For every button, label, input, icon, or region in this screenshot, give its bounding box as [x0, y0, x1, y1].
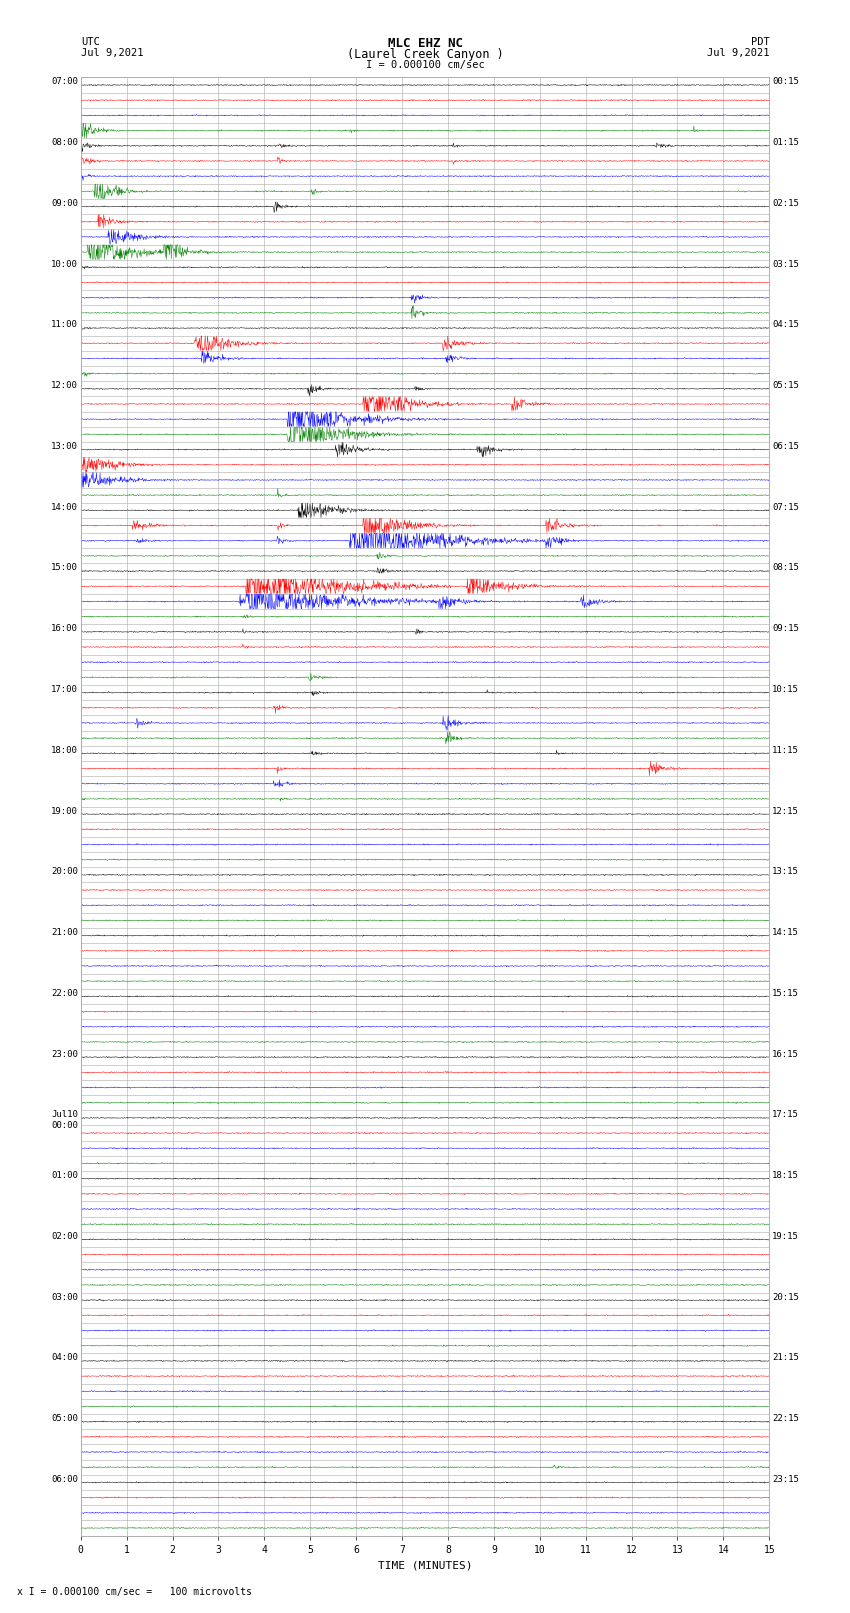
Text: UTC: UTC	[81, 37, 99, 47]
Text: I = 0.000100 cm/sec: I = 0.000100 cm/sec	[366, 60, 484, 69]
Text: Jul 9,2021: Jul 9,2021	[706, 48, 769, 58]
Text: Jul 9,2021: Jul 9,2021	[81, 48, 144, 58]
Text: x I = 0.000100 cm/sec =   100 microvolts: x I = 0.000100 cm/sec = 100 microvolts	[17, 1587, 252, 1597]
X-axis label: TIME (MINUTES): TIME (MINUTES)	[377, 1560, 473, 1569]
Text: MLC EHZ NC: MLC EHZ NC	[388, 37, 462, 50]
Text: PDT: PDT	[751, 37, 769, 47]
Text: (Laurel Creek Canyon ): (Laurel Creek Canyon )	[347, 48, 503, 61]
